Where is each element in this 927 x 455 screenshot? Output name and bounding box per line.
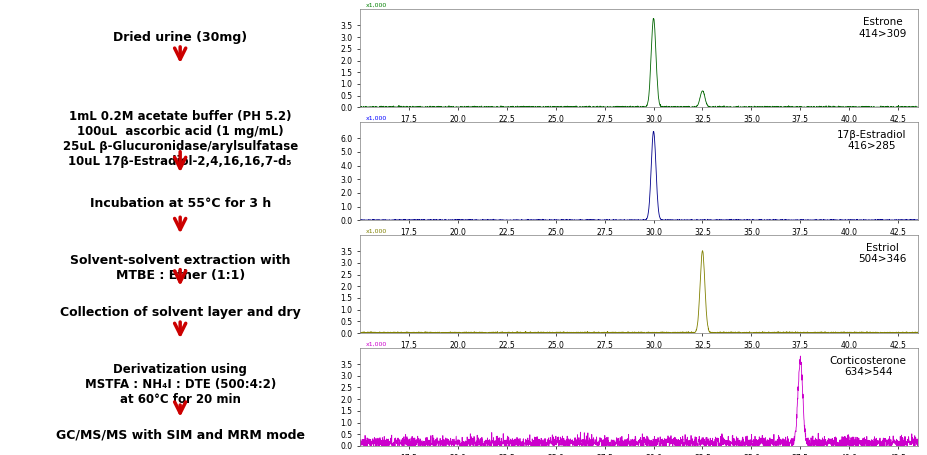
Text: Incubation at 55°C for 3 h: Incubation at 55°C for 3 h (90, 197, 271, 210)
Text: 17β-Estradiol
416>285: 17β-Estradiol 416>285 (837, 130, 907, 152)
Text: Dried urine (30mg): Dried urine (30mg) (113, 31, 248, 44)
Text: Corticosterone
634>544: Corticosterone 634>544 (830, 356, 907, 377)
Text: x1,000: x1,000 (365, 116, 387, 121)
Text: Estrone
414>309: Estrone 414>309 (858, 17, 907, 39)
Text: GC/MS/MS with SIM and MRM mode: GC/MS/MS with SIM and MRM mode (56, 429, 305, 441)
Text: x1,000: x1,000 (365, 3, 387, 8)
Text: Estriol
504>346: Estriol 504>346 (858, 243, 907, 264)
Text: Derivatization using
MSTFA : NH₄I : DTE (500:4:2)
at 60°C for 20 min: Derivatization using MSTFA : NH₄I : DTE … (84, 363, 276, 406)
Text: Solvent-solvent extraction with
MTBE : Ether (1:1): Solvent-solvent extraction with MTBE : E… (70, 254, 290, 282)
Text: x1,000: x1,000 (365, 229, 387, 234)
Text: x1,000: x1,000 (365, 342, 387, 347)
Text: 1mL 0.2M acetate buffer (PH 5.2)
100uL  ascorbic acid (1 mg/mL)
25uL β-Glucuroni: 1mL 0.2M acetate buffer (PH 5.2) 100uL a… (62, 110, 298, 167)
Text: Collection of solvent layer and dry: Collection of solvent layer and dry (60, 306, 300, 319)
